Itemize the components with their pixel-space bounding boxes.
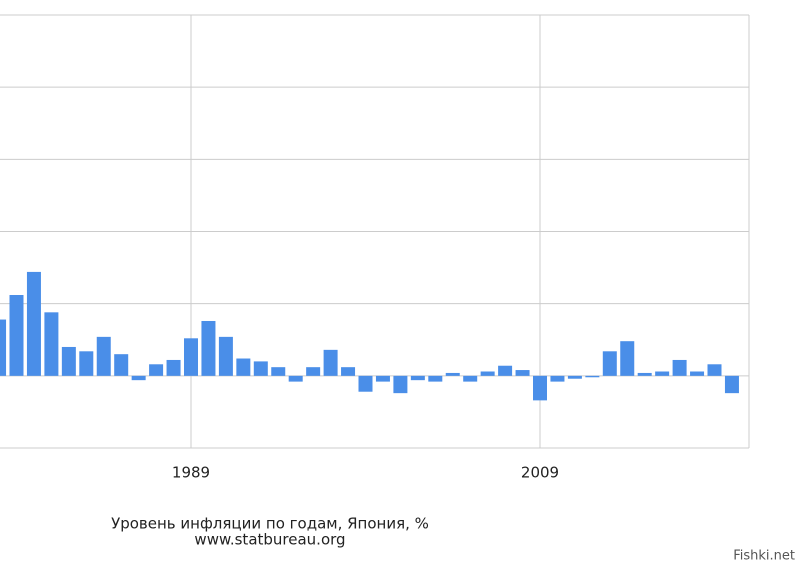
- bar: [114, 354, 129, 376]
- bar: [253, 361, 268, 376]
- x-tick-label: 2009: [521, 464, 559, 482]
- bar: [306, 367, 321, 376]
- bar: [323, 349, 338, 376]
- bar: [0, 319, 7, 376]
- bar: [96, 336, 111, 376]
- bar: [166, 359, 181, 376]
- bar: [655, 371, 670, 376]
- bar: [620, 341, 635, 376]
- bar: [498, 365, 513, 376]
- bar: [79, 351, 94, 376]
- bar: [393, 375, 408, 394]
- bar: [724, 375, 739, 394]
- bar: [149, 364, 164, 376]
- bar: [585, 375, 600, 378]
- bar: [218, 336, 233, 376]
- bar: [445, 372, 460, 376]
- bar: [637, 372, 652, 376]
- bar: [236, 358, 251, 376]
- bars: [0, 271, 739, 401]
- bar: [288, 375, 303, 382]
- bar: [707, 364, 722, 376]
- bar: [410, 375, 425, 381]
- bar: [131, 375, 146, 381]
- bar: [672, 359, 687, 376]
- bar: [201, 320, 216, 376]
- bar: [61, 346, 76, 376]
- bar: [428, 375, 443, 382]
- bar: [184, 338, 198, 376]
- bar: [44, 312, 59, 376]
- bar: [515, 370, 530, 376]
- bar: [602, 351, 617, 376]
- chart-title: Уровень инфляции по годам, Япония, %: [111, 515, 429, 533]
- bar: [533, 375, 547, 401]
- grid: [0, 14, 749, 449]
- x-tick-label: 1989: [172, 464, 210, 482]
- bar: [550, 375, 565, 382]
- bar: [341, 367, 356, 376]
- bar: [480, 371, 495, 376]
- bar: [358, 375, 373, 392]
- bar: [26, 271, 41, 376]
- bar: [271, 367, 286, 376]
- chart-subtitle: www.statbureau.org: [194, 531, 345, 549]
- bar: [375, 375, 390, 382]
- bar: [690, 371, 705, 376]
- watermark: Fishki.net: [733, 549, 795, 564]
- bar: [567, 375, 582, 379]
- bar: [463, 375, 478, 382]
- bar: [9, 295, 24, 376]
